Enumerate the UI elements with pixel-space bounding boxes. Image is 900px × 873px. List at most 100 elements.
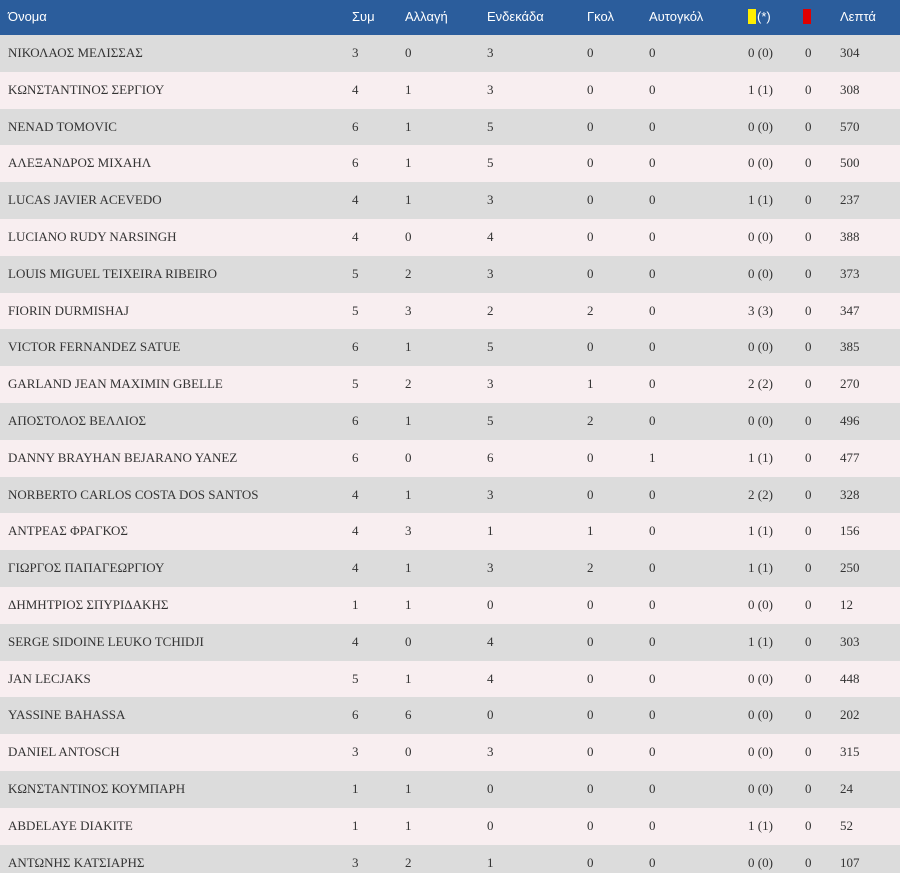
own-goals-value: 0	[649, 412, 656, 428]
yellow-cards-value: 0 (0)	[748, 596, 773, 612]
minutes-value: 237	[840, 192, 860, 208]
yellow-cards-value: 0 (0)	[748, 780, 773, 796]
apps-value: 4	[352, 192, 359, 208]
header-yellow-label: (*)	[757, 9, 771, 24]
starts-value: 5	[487, 339, 494, 355]
header-subs[interactable]: Αλλαγή	[405, 9, 448, 24]
subs-value: 1	[405, 118, 412, 134]
red-cards-value: 0	[805, 633, 812, 649]
yellow-cards-value: 0 (0)	[748, 155, 773, 171]
table-row: LUCAS JAVIER ACEVEDO 4 1 3 0 0 1 (1) 0 237	[0, 182, 900, 219]
header-red-cards[interactable]	[803, 0, 811, 35]
minutes-value: 385	[840, 339, 860, 355]
minutes-value: 304	[840, 45, 860, 60]
subs-value: 0	[405, 228, 412, 244]
own-goals-value: 0	[649, 265, 656, 281]
table-header: Όνομα Συμ Αλλαγή Ενδεκάδα Γκολ Αυτογκόλ …	[0, 0, 900, 35]
goals-value: 0	[587, 228, 594, 244]
subs-value: 1	[405, 81, 412, 97]
goals-value: 0	[587, 596, 594, 612]
starts-value: 5	[487, 155, 494, 171]
red-cards-value: 0	[805, 780, 812, 796]
red-cards-value: 0	[805, 155, 812, 171]
player-name: ΓΙΩΡΓΟΣ ΠΑΠΑΓΕΩΡΓΙΟΥ	[8, 560, 165, 576]
header-yellow-cards[interactable]: (*)	[748, 0, 771, 35]
yellow-cards-value: 0 (0)	[748, 118, 773, 134]
goals-value: 0	[587, 633, 594, 649]
red-cards-value: 0	[805, 744, 812, 760]
minutes-value: 373	[840, 265, 860, 281]
apps-value: 5	[352, 302, 359, 318]
table-row: YASSINE BAHASSA 6 6 0 0 0 0 (0) 0 202	[0, 697, 900, 735]
table-row: ΓΙΩΡΓΟΣ ΠΑΠΑΓΕΩΡΓΙΟΥ 4 1 3 2 0 1 (1) 0 250	[0, 550, 900, 587]
table-row: NORBERTO CARLOS COSTA DOS SANTOS 4 1 3 0 0 2 (…	[0, 476, 900, 514]
apps-value: 3	[352, 744, 359, 760]
subs-value: 0	[405, 449, 412, 465]
subs-value: 0	[405, 45, 412, 60]
header-goals[interactable]: Γκολ	[587, 9, 614, 24]
player-name: ΚΩΝΣΤΑΝΤΙΝΟΣ ΚΟΥΜΠΑΡΗ	[8, 780, 186, 796]
subs-value: 1	[405, 817, 412, 833]
player-name: ΑΠΟΣΤΟΛΟΣ ΒΕΛΛΙΟΣ	[8, 412, 147, 428]
own-goals-value: 0	[649, 155, 656, 171]
yellow-cards-value: 1 (1)	[748, 523, 773, 539]
red-cards-value: 0	[805, 228, 812, 244]
minutes-value: 328	[840, 486, 860, 502]
goals-value: 2	[587, 302, 594, 318]
goals-value: 2	[587, 412, 594, 428]
player-name: JAN LECJAKS	[8, 670, 91, 686]
own-goals-value: 0	[649, 486, 656, 502]
starts-value: 3	[487, 486, 494, 502]
goals-value: 0	[587, 670, 594, 686]
yellow-cards-value: 0 (0)	[748, 670, 773, 686]
red-cards-value: 0	[805, 412, 812, 428]
goals-value: 2	[587, 560, 594, 576]
table-row: DANIEL ANTOSCH 3 0 3 0 0 0 (0) 0 315	[0, 734, 900, 771]
starts-value: 3	[487, 744, 494, 760]
goals-value: 0	[587, 192, 594, 208]
header-own-goals[interactable]: Αυτογκόλ	[649, 9, 704, 24]
own-goals-value: 0	[649, 81, 656, 97]
table-row: ABDELAYE DIAKITE 1 1 0 0 0 1 (1) 0 52	[0, 807, 900, 845]
goals-value: 0	[587, 780, 594, 796]
header-name[interactable]: Όνομα	[8, 9, 47, 24]
red-cards-value: 0	[805, 45, 812, 60]
table-row: ΔΗΜΗΤΡΙΟΣ ΣΠΥΡΙΔΑΚΗΣ 1 1 0 0 0 0 (0) 0 12	[0, 586, 900, 624]
apps-value: 5	[352, 376, 359, 392]
goals-value: 0	[587, 744, 594, 760]
minutes-value: 315	[840, 744, 860, 760]
player-name: LUCIANO RUDY NARSINGH	[8, 228, 177, 244]
starts-value: 5	[487, 412, 494, 428]
red-cards-value: 0	[805, 449, 812, 465]
apps-value: 4	[352, 523, 359, 539]
red-cards-value: 0	[805, 339, 812, 355]
apps-value: 6	[352, 412, 359, 428]
subs-value: 0	[405, 744, 412, 760]
goals-value: 0	[587, 707, 594, 723]
header-minutes[interactable]: Λεπτά	[840, 9, 876, 24]
red-cards-value: 0	[805, 523, 812, 539]
own-goals-value: 0	[649, 45, 656, 60]
own-goals-value: 1	[649, 449, 656, 465]
red-cards-value: 0	[805, 854, 812, 870]
apps-value: 1	[352, 817, 359, 833]
header-apps[interactable]: Συμ	[352, 9, 375, 24]
player-name: LUCAS JAVIER ACEVEDO	[8, 192, 162, 208]
subs-value: 1	[405, 670, 412, 686]
yellow-cards-value: 0 (0)	[748, 854, 773, 870]
apps-value: 6	[352, 707, 359, 723]
header-starts[interactable]: Ενδεκάδα	[487, 9, 544, 24]
starts-value: 3	[487, 45, 494, 60]
starts-value: 1	[487, 854, 494, 870]
starts-value: 3	[487, 265, 494, 281]
red-card-icon	[803, 9, 811, 25]
red-cards-value: 0	[805, 560, 812, 576]
minutes-value: 202	[840, 707, 860, 723]
own-goals-value: 0	[649, 118, 656, 134]
own-goals-value: 0	[649, 192, 656, 208]
starts-value: 3	[487, 81, 494, 97]
player-name: ΝΙΚΟΛΑΟΣ ΜΕΛΙΣΣΑΣ	[8, 45, 143, 60]
goals-value: 1	[587, 376, 594, 392]
apps-value: 1	[352, 780, 359, 796]
player-name: ΑΛΕΞΑΝΔΡΟΣ ΜΙΧΑΗΛ	[8, 155, 152, 171]
